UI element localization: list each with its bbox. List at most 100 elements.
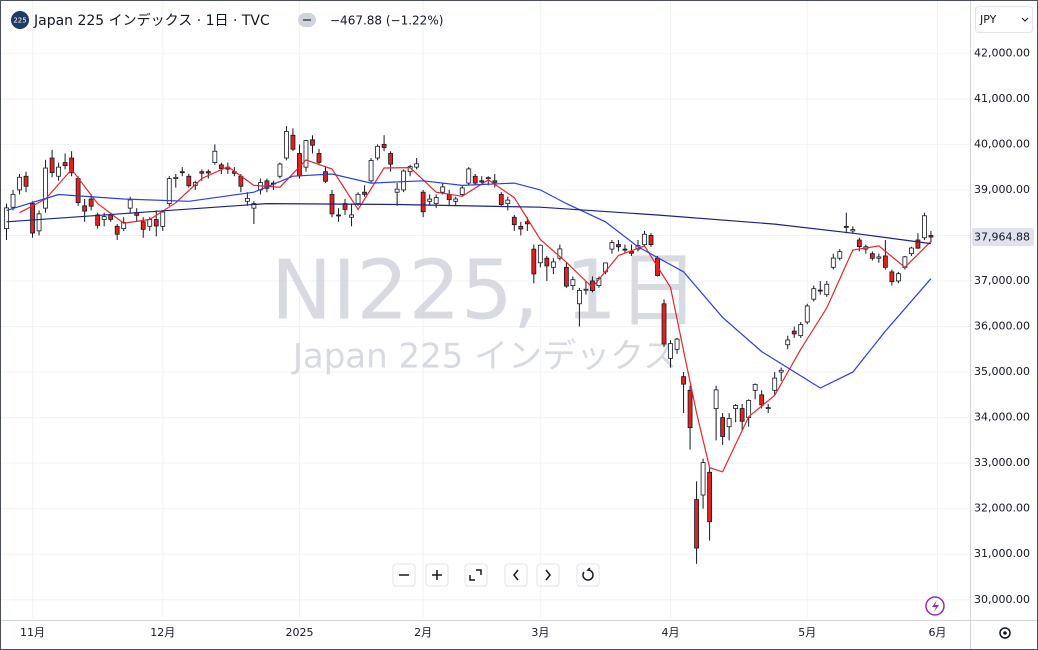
candle-body xyxy=(498,194,504,205)
candle-body xyxy=(518,225,524,230)
icon xyxy=(1003,631,1007,635)
candle-body xyxy=(101,216,107,220)
candle-body xyxy=(544,257,550,267)
x-tick-label: 3月 xyxy=(531,626,549,639)
candle-body xyxy=(368,160,374,182)
candle-body xyxy=(140,221,146,230)
x-tick-label: 4月 xyxy=(662,626,680,639)
y-tick-label: 30,000.00 xyxy=(974,593,1030,606)
last-price-box xyxy=(972,228,1034,247)
candle-body xyxy=(524,221,530,225)
candle-body xyxy=(303,140,309,168)
candle-body xyxy=(472,175,478,184)
refresh-button[interactable] xyxy=(576,563,600,587)
candle-body xyxy=(56,166,61,177)
candle-body xyxy=(531,248,537,275)
price-change: −467.88 (−1.22%) xyxy=(330,14,443,28)
moving-average-line xyxy=(19,159,932,473)
candle-body xyxy=(17,176,22,191)
last-price-label: 37,964.88 xyxy=(974,231,1030,244)
candle-body xyxy=(811,288,817,300)
candle-body xyxy=(108,214,114,220)
candle-body xyxy=(446,194,452,201)
candle-body xyxy=(218,164,224,169)
badge-text: 225 xyxy=(13,17,26,25)
candle-body xyxy=(622,248,628,251)
candle-body xyxy=(674,338,680,350)
candle-body xyxy=(830,257,836,268)
candle-body xyxy=(843,225,849,228)
candle-body xyxy=(648,235,654,246)
candle-body xyxy=(160,211,166,227)
candle-body xyxy=(726,418,732,428)
candle-body xyxy=(661,303,667,345)
icon xyxy=(545,569,551,581)
candle-body xyxy=(511,216,517,226)
candle-body xyxy=(895,273,901,282)
candle-body xyxy=(290,134,296,150)
candle-body xyxy=(616,244,621,248)
candle-body xyxy=(856,239,862,248)
candle-body xyxy=(173,176,179,179)
candle-body xyxy=(713,389,719,409)
y-tick-label: 31,000.00 xyxy=(974,547,1030,560)
y-tick-label: 33,000.00 xyxy=(974,456,1030,469)
scroll-left-button[interactable] xyxy=(504,563,528,587)
candle-body xyxy=(505,199,511,204)
y-tick-label: 32,000.00 xyxy=(974,502,1030,515)
settings-button[interactable] xyxy=(999,627,1011,639)
candle-body xyxy=(355,193,361,204)
candle-body xyxy=(310,139,315,146)
candle-body xyxy=(791,330,797,335)
y-tick-label: 34,000.00 xyxy=(974,411,1030,424)
candle-body xyxy=(557,248,563,259)
candle-body xyxy=(62,162,68,167)
x-tick-label: 2月 xyxy=(414,626,432,639)
candle-body xyxy=(563,266,569,287)
candle-body xyxy=(284,131,289,159)
candle-body xyxy=(772,377,778,391)
candle-body xyxy=(889,271,895,283)
candle-body xyxy=(765,407,771,409)
candle-body xyxy=(388,153,394,165)
candle-body xyxy=(433,197,439,204)
candle-body xyxy=(778,369,784,373)
scroll-right-button[interactable] xyxy=(536,563,560,587)
candle-body xyxy=(459,187,465,195)
x-tick-label: 11月 xyxy=(20,626,45,639)
x-tick-label: 6月 xyxy=(928,626,946,639)
icon xyxy=(582,567,594,581)
candle-body xyxy=(30,203,35,234)
candle-body xyxy=(798,324,804,337)
candle-body xyxy=(550,261,556,268)
candle-body xyxy=(36,213,42,232)
candle-body xyxy=(69,157,75,174)
watermark: NI225, 1日 xyxy=(271,243,699,338)
candle-body xyxy=(466,168,472,184)
y-tick-label: 37,000.00 xyxy=(974,274,1030,287)
candle-body xyxy=(49,157,55,173)
reset-button[interactable] xyxy=(464,563,488,587)
candle-body xyxy=(75,178,81,204)
candle-body xyxy=(375,145,380,159)
x-tick-label: 5月 xyxy=(798,626,816,639)
candle-body xyxy=(264,180,270,189)
candle-body xyxy=(759,394,765,406)
candle-body xyxy=(629,250,634,254)
candle-body xyxy=(414,163,420,168)
candle-body xyxy=(362,191,367,195)
candle-body xyxy=(420,191,426,213)
candle-body xyxy=(212,150,218,163)
candle-body xyxy=(609,242,615,250)
y-tick-label: 35,000.00 xyxy=(974,365,1030,378)
icon xyxy=(432,570,442,580)
candle-body xyxy=(642,233,647,245)
candle-body xyxy=(453,198,459,202)
y-tick-label: 41,000.00 xyxy=(974,92,1030,105)
candle-body xyxy=(909,247,914,255)
candle-body xyxy=(244,198,250,202)
currency-select[interactable] xyxy=(975,6,1033,33)
candle-body xyxy=(882,255,888,268)
symbol-title[interactable]: Japan 225 インデックス · 1日 · TVC xyxy=(33,12,270,29)
